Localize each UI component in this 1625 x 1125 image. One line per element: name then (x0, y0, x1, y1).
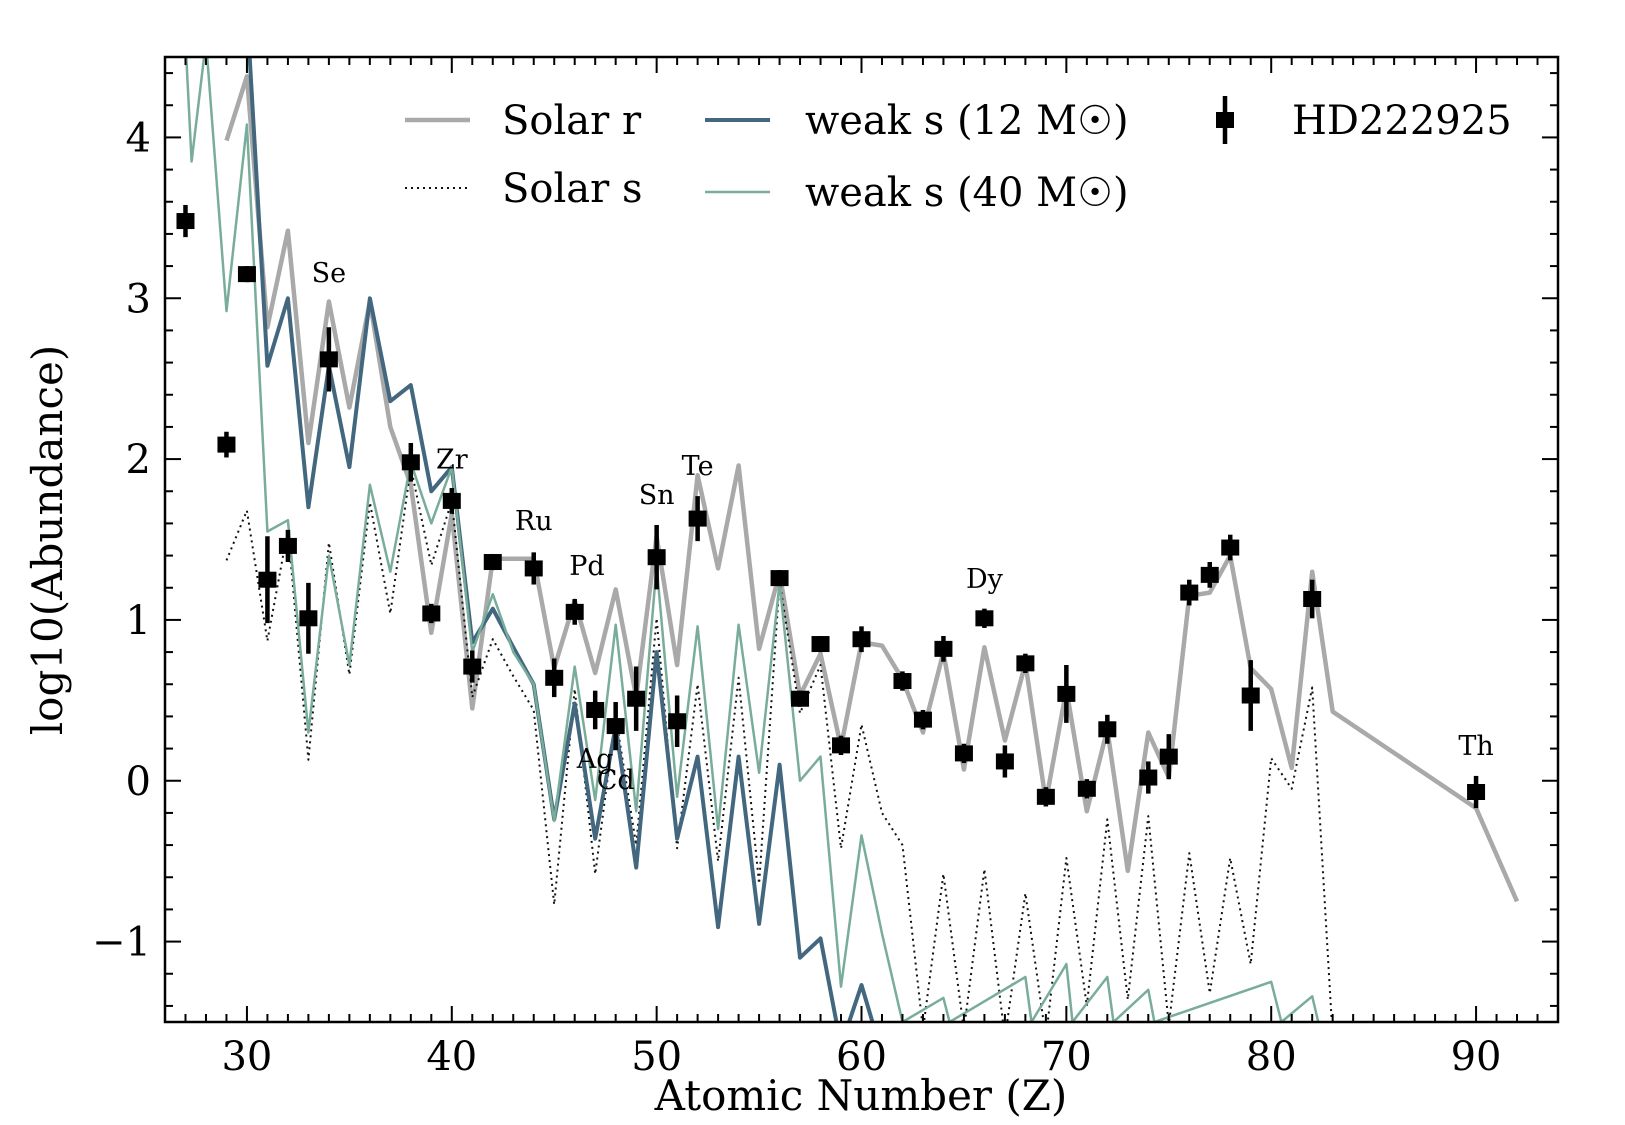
data-point-14 (565, 603, 584, 620)
series-line-weak40 (185, 57, 1320, 1022)
y-tick-label: 3 (126, 276, 151, 322)
x-tick-label: 80 (1246, 1034, 1297, 1080)
data-point-15 (586, 701, 605, 718)
data-point-1 (217, 436, 236, 453)
data-point-18 (647, 549, 666, 566)
data-point-3 (258, 571, 277, 588)
data-point-36 (1098, 721, 1117, 738)
data-point-12 (524, 560, 543, 577)
data-point-2 (237, 266, 256, 283)
data-point-10 (463, 658, 482, 675)
data-point-0 (176, 213, 195, 230)
element-label-te: Te (682, 451, 714, 482)
data-point-41 (1221, 539, 1240, 556)
data-point-8 (422, 605, 441, 622)
data-point-28 (934, 640, 953, 657)
x-tick-label: 30 (221, 1034, 272, 1080)
x-tick-label: 90 (1451, 1034, 1502, 1080)
data-point-40 (1200, 566, 1219, 583)
data-point-34 (1057, 685, 1076, 702)
y-tick-label: 2 (126, 437, 151, 483)
data-point-9 (442, 492, 461, 509)
legend-label-hd: HD222925 (1292, 98, 1512, 144)
data-point-33 (1036, 788, 1055, 805)
data-point-5 (299, 610, 318, 627)
element-label-th: Th (1458, 731, 1493, 762)
data-point-26 (893, 673, 912, 690)
legend-label-weak12: weak s (12 M☉) (805, 98, 1129, 144)
y-tick-label: 0 (126, 759, 151, 805)
y-tick-label: 4 (126, 115, 151, 161)
data-point-43 (1303, 591, 1322, 608)
x-tick-label: 60 (836, 1034, 887, 1080)
y-axis-label: log10(Abundance) (23, 345, 72, 736)
data-point-17 (627, 690, 646, 707)
element-label-ru: Ru (515, 506, 553, 537)
data-point-37 (1139, 769, 1158, 786)
data-point-22 (791, 690, 810, 707)
element-label-se: Se (312, 258, 346, 289)
data-point-29 (954, 745, 973, 762)
legend-label-solar_r: Solar r (502, 98, 642, 144)
data-point-19 (668, 713, 687, 730)
legend-label-solar_s: Solar s (502, 166, 643, 212)
data-point-6 (319, 351, 338, 368)
series-line-weak12 (247, 57, 875, 1022)
data-point-24 (832, 737, 851, 754)
x-tick-label: 70 (1041, 1034, 1092, 1080)
x-tick-label: 50 (631, 1034, 682, 1080)
element-label-dy: Dy (966, 564, 1004, 595)
data-point-35 (1077, 780, 1096, 797)
data-point-4 (278, 537, 297, 554)
data-point-11 (483, 554, 502, 571)
data-point-27 (913, 711, 932, 728)
data-point-32 (1016, 655, 1035, 672)
element-label-pd: Pd (569, 551, 604, 582)
data-point-16 (606, 718, 625, 735)
data-point-25 (852, 631, 871, 648)
element-label-cd: Cd (597, 765, 635, 796)
y-tick-label: 1 (126, 598, 151, 644)
data-point-20 (688, 510, 707, 527)
legend-swatch-hd (1216, 112, 1234, 128)
data-point-21 (770, 570, 789, 587)
element-label-ag: Ag (576, 744, 614, 775)
data-point-7 (401, 454, 420, 471)
x-tick-label: 40 (426, 1034, 477, 1080)
data-point-23 (811, 636, 830, 653)
element-label-zr: Zr (436, 445, 468, 476)
data-point-42 (1241, 687, 1260, 704)
data-point-38 (1159, 748, 1178, 765)
legend-label-weak40: weak s (40 M☉) (805, 170, 1129, 216)
x-axis-label: Atomic Number (Z) (654, 1071, 1068, 1120)
data-point-30 (975, 610, 994, 627)
data-point-31 (995, 753, 1014, 770)
y-tick-label: −1 (92, 920, 151, 966)
element-label-sn: Sn (639, 480, 675, 511)
data-point-44 (1467, 784, 1486, 801)
data-point-39 (1180, 584, 1199, 601)
data-point-13 (545, 669, 564, 686)
